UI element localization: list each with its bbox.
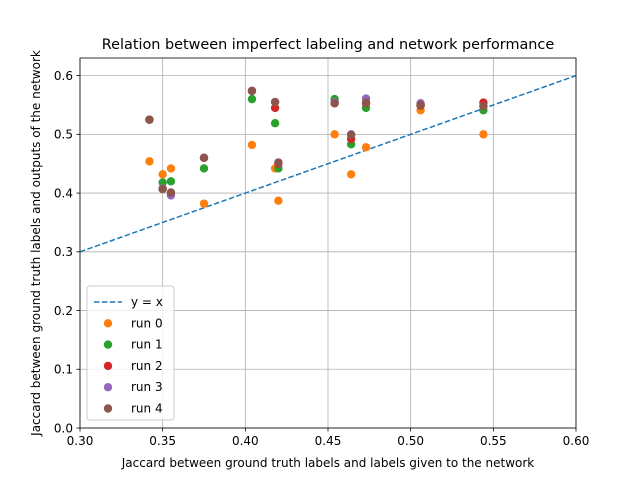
legend-label: run 3 xyxy=(131,380,163,394)
data-point xyxy=(330,99,339,108)
data-point xyxy=(166,188,176,197)
data-point xyxy=(145,157,154,166)
y-tick-label: 0.0 xyxy=(54,421,73,435)
legend: y = x run 0 run 1 run 2 run 3 run 4 xyxy=(86,285,175,421)
legend-marker xyxy=(103,340,113,349)
chart-title: Relation between imperfect labeling and … xyxy=(102,37,555,53)
legend-entry-run-3: run 3 xyxy=(103,380,163,394)
y-tick-label: 0.6 xyxy=(54,69,73,83)
data-point xyxy=(145,115,154,124)
y-tick-label: 0.5 xyxy=(54,128,73,142)
data-point xyxy=(361,98,371,107)
series-run-0 xyxy=(145,106,488,208)
legend-label: run 2 xyxy=(131,359,163,373)
legend-entries: y = x run 0 run 1 run 2 run 3 run 4 xyxy=(94,295,163,416)
data-point xyxy=(416,100,425,110)
x-tick-label: 0.35 xyxy=(149,434,176,448)
data-point xyxy=(166,164,176,173)
data-point xyxy=(199,164,209,173)
legend-entry-run-4: run 4 xyxy=(103,402,163,416)
data-point xyxy=(247,140,257,150)
x-tick-label: 0.50 xyxy=(397,434,424,448)
legend-entry-run-0: run 0 xyxy=(103,316,163,330)
data-point xyxy=(479,101,488,111)
legend-marker xyxy=(103,404,113,413)
data-points xyxy=(145,86,488,208)
legend-marker xyxy=(103,319,113,328)
x-tick-label: 0.30 xyxy=(67,434,94,448)
reference-line-layer xyxy=(79,74,577,253)
data-point xyxy=(346,130,356,140)
data-point xyxy=(158,178,167,187)
data-point xyxy=(199,199,209,208)
x-tick-label: 0.45 xyxy=(315,434,342,448)
legend-label: y = x xyxy=(131,295,163,309)
legend-entry-reference: y = x xyxy=(94,295,163,309)
data-point xyxy=(247,94,257,104)
y-tick-label: 0.2 xyxy=(54,304,73,318)
y-axis-label: Jaccard between ground truth labels and … xyxy=(29,50,43,437)
series-run-4 xyxy=(145,86,488,197)
x-axis-label: Jaccard between ground truth labels and … xyxy=(121,456,535,470)
x-tick-label: 0.40 xyxy=(232,434,259,448)
data-point xyxy=(270,103,280,113)
data-point xyxy=(199,153,209,163)
data-point xyxy=(346,170,356,179)
legend-entry-run-1: run 1 xyxy=(103,338,163,352)
legend-label: run 1 xyxy=(131,338,163,352)
legend-label: run 0 xyxy=(131,316,163,330)
y-tick-label: 0.1 xyxy=(54,363,73,377)
data-point xyxy=(247,86,257,96)
x-tick-label: 0.55 xyxy=(480,434,507,448)
x-axis-ticks: 0.30 0.35 0.40 0.45 0.50 0.55 0.60 xyxy=(67,428,590,448)
data-point xyxy=(158,184,167,194)
y-axis-ticks: 0.0 0.1 0.2 0.3 0.4 0.5 0.6 xyxy=(54,69,80,435)
reference-line-y-equals-x xyxy=(79,74,577,253)
legend-label: run 4 xyxy=(131,402,163,416)
data-point xyxy=(166,177,176,186)
data-point xyxy=(479,130,488,139)
data-point xyxy=(274,196,283,205)
data-point xyxy=(274,158,283,167)
legend-marker xyxy=(103,383,113,392)
data-point xyxy=(361,143,371,152)
legend-marker xyxy=(103,361,113,371)
legend-entry-run-2: run 2 xyxy=(103,359,163,373)
data-point xyxy=(330,130,339,139)
x-tick-label: 0.60 xyxy=(563,434,590,448)
y-tick-label: 0.3 xyxy=(54,245,73,259)
data-point xyxy=(158,170,167,179)
data-point xyxy=(270,97,280,107)
data-point xyxy=(270,118,280,128)
y-tick-label: 0.4 xyxy=(54,186,73,200)
